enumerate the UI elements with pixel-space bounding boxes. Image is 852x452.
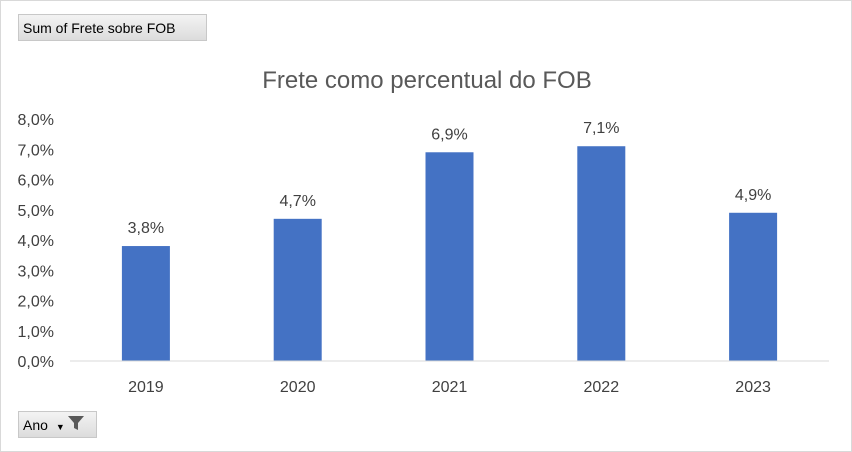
bar[interactable] bbox=[273, 218, 322, 361]
filter-icon bbox=[67, 415, 85, 434]
y-tick-label: 4,0% bbox=[18, 233, 54, 250]
data-label: 4,9% bbox=[735, 187, 771, 204]
x-tick-label: 2022 bbox=[584, 379, 620, 396]
data-label: 7,1% bbox=[583, 120, 619, 137]
bar[interactable] bbox=[425, 152, 474, 361]
y-tick-label: 6,0% bbox=[18, 173, 54, 190]
y-tick-label: 8,0% bbox=[18, 112, 54, 129]
y-tick-label: 1,0% bbox=[18, 324, 54, 341]
x-tick-label: 2020 bbox=[280, 379, 316, 396]
chart-title: Frete como percentual do FOB bbox=[262, 67, 591, 94]
x-tick-label: 2019 bbox=[128, 379, 164, 396]
bar[interactable] bbox=[577, 146, 626, 361]
y-tick-label: 7,0% bbox=[18, 142, 54, 159]
y-tick-label: 5,0% bbox=[18, 203, 54, 220]
data-label: 6,9% bbox=[431, 126, 467, 143]
x-tick-label: 2023 bbox=[735, 379, 771, 396]
data-label: 4,7% bbox=[279, 193, 315, 210]
dropdown-arrow-icon: ▼ bbox=[55, 421, 65, 432]
axis-field-button[interactable]: Ano ▼ bbox=[18, 411, 97, 438]
value-field-button[interactable]: Sum of Frete sobre FOB bbox=[18, 14, 207, 41]
axis-field-label: Ano bbox=[23, 416, 48, 433]
bar[interactable] bbox=[729, 212, 778, 361]
data-label: 3,8% bbox=[128, 220, 164, 237]
bar[interactable] bbox=[121, 246, 170, 361]
y-tick-label: 2,0% bbox=[18, 294, 54, 311]
y-tick-label: 0,0% bbox=[18, 354, 54, 371]
x-tick-label: 2021 bbox=[432, 379, 468, 396]
y-tick-label: 3,0% bbox=[18, 263, 54, 280]
